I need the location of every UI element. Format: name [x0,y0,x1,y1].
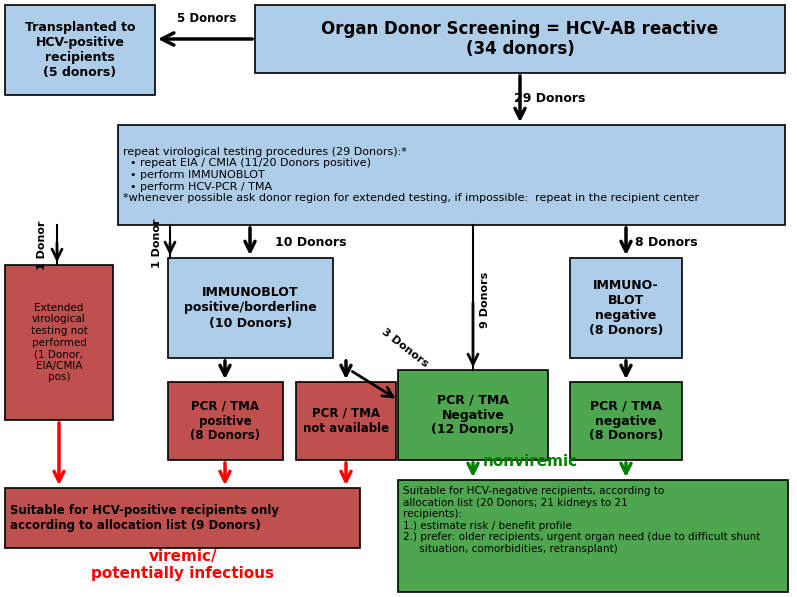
Text: PCR / TMA
negative
(8 Donors): PCR / TMA negative (8 Donors) [589,399,663,442]
Text: 1 Donor: 1 Donor [152,219,162,267]
FancyBboxPatch shape [5,5,155,95]
Text: IMMUNO-
BLOT
negative
(8 Donors): IMMUNO- BLOT negative (8 Donors) [589,279,663,337]
FancyBboxPatch shape [398,370,548,460]
Text: Suitable for HCV-positive recipients only
according to allocation list (9 Donors: Suitable for HCV-positive recipients onl… [10,504,279,532]
FancyBboxPatch shape [168,258,333,358]
Text: 10 Donors: 10 Donors [275,236,347,250]
FancyBboxPatch shape [5,488,360,548]
FancyBboxPatch shape [118,125,785,225]
Text: IMMUNOBLOT
positive/borderline
(10 Donors): IMMUNOBLOT positive/borderline (10 Donor… [184,287,317,330]
Text: 29 Donors: 29 Donors [514,93,586,106]
FancyBboxPatch shape [570,258,682,358]
Text: PCR / TMA
Negative
(12 Donors): PCR / TMA Negative (12 Donors) [431,393,515,436]
FancyBboxPatch shape [255,5,785,73]
Text: PCR / TMA
positive
(8 Donors): PCR / TMA positive (8 Donors) [190,399,261,442]
Text: 9 Donors: 9 Donors [480,272,490,328]
FancyBboxPatch shape [168,382,283,460]
FancyBboxPatch shape [398,480,788,592]
Text: 8 Donors: 8 Donors [635,236,697,250]
FancyBboxPatch shape [296,382,396,460]
Text: 1 Donor: 1 Donor [37,220,47,270]
Text: Transplanted to
HCV-positive
recipients
(5 donors): Transplanted to HCV-positive recipients … [25,21,135,79]
Text: PCR / TMA
not available: PCR / TMA not available [303,407,389,435]
Text: viremic/
potentially infectious: viremic/ potentially infectious [92,549,274,581]
Text: Suitable for HCV-negative recipients, according to
allocation list (20 Donors; 2: Suitable for HCV-negative recipients, ac… [403,486,760,554]
FancyBboxPatch shape [570,382,682,460]
Text: repeat virological testing procedures (29 Donors):*
  • repeat EIA / CMIA (11/20: repeat virological testing procedures (2… [123,147,699,203]
Text: Organ Donor Screening = HCV-AB reactive
(34 donors): Organ Donor Screening = HCV-AB reactive … [321,20,719,59]
FancyBboxPatch shape [5,265,113,420]
Text: 5 Donors: 5 Donors [177,11,237,24]
Text: 3 Donors: 3 Donors [380,327,430,369]
Text: Extended
virological
testing not
performed
(1 Donor,
EIA/CMIA
pos): Extended virological testing not perform… [30,303,88,382]
Text: nonviremic: nonviremic [482,454,578,469]
